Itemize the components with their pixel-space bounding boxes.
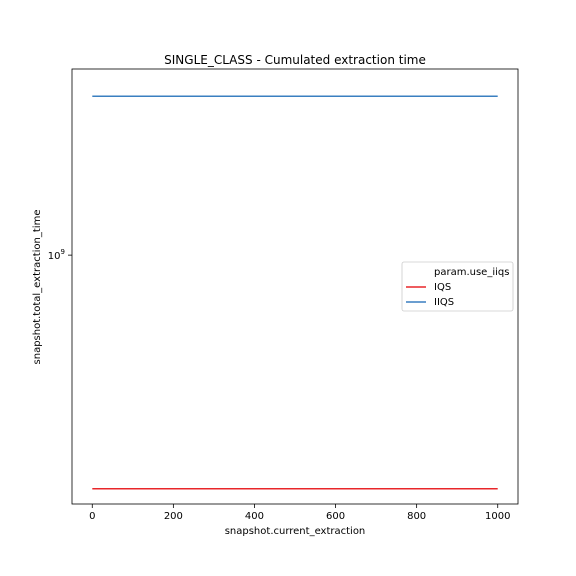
legend-label-iiqs: IIQS (434, 297, 454, 308)
legend-box (401, 261, 514, 312)
chart-title: SINGLE_CLASS - Cumulated extraction time (164, 53, 426, 67)
x-tick-label: 600 (326, 511, 345, 522)
y-tick-label: 109 (48, 248, 65, 262)
y-axis-ticks: 109 (48, 248, 72, 262)
x-tick-label: 200 (164, 511, 183, 522)
x-tick-label: 1000 (485, 511, 510, 522)
x-tick-label: 0 (89, 511, 95, 522)
series-layer (92, 95, 498, 490)
legend: param.use_iiqs IQS IIQS (401, 261, 514, 312)
x-axis-ticks: 0 200 400 600 800 1000 (89, 504, 510, 522)
x-axis-label: snapshot.current_extraction (225, 526, 366, 537)
legend-label-iqs: IQS (434, 282, 451, 293)
plot-area (71, 68, 519, 505)
y-axis-label: snapshot.total_extraction_time (32, 210, 43, 365)
legend-title: param.use_iiqs (434, 267, 509, 278)
x-tick-label: 400 (245, 511, 264, 522)
x-tick-label: 800 (407, 511, 426, 522)
